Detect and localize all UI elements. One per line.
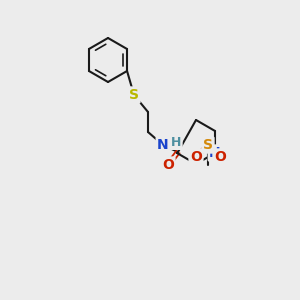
Text: O: O	[190, 150, 202, 164]
Text: O: O	[214, 150, 226, 164]
Text: S: S	[203, 138, 213, 152]
Text: O: O	[162, 158, 174, 172]
Text: N: N	[157, 138, 169, 152]
Text: H: H	[171, 136, 181, 148]
Text: N: N	[209, 146, 221, 160]
Text: S: S	[129, 88, 139, 102]
